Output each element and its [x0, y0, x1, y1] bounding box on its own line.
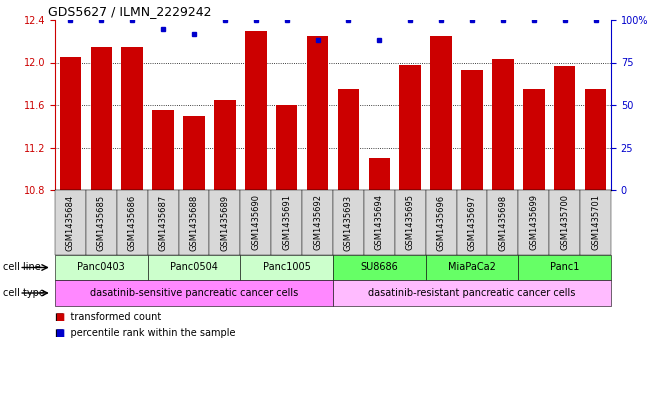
Text: GSM1435686: GSM1435686	[128, 195, 137, 251]
Text: GSM1435685: GSM1435685	[97, 195, 106, 251]
Bar	[338, 89, 359, 190]
Text: GSM1435698: GSM1435698	[499, 195, 507, 251]
Bar	[554, 66, 575, 190]
Bar	[307, 36, 328, 190]
Bar	[492, 59, 514, 190]
Text: Panc0504: Panc0504	[170, 263, 218, 272]
Bar	[245, 31, 267, 190]
Text: dasatinib-resistant pancreatic cancer cells: dasatinib-resistant pancreatic cancer ce…	[368, 288, 575, 298]
Text: ■: ■	[55, 328, 64, 338]
Text: GSM1435688: GSM1435688	[189, 195, 199, 251]
Text: dasatinib-sensitive pancreatic cancer cells: dasatinib-sensitive pancreatic cancer ce…	[90, 288, 298, 298]
Text: cell type: cell type	[3, 288, 45, 298]
Bar	[90, 46, 112, 190]
Text: GDS5627 / ILMN_2229242: GDS5627 / ILMN_2229242	[48, 5, 212, 18]
Text: cell line: cell line	[3, 263, 41, 272]
Bar	[368, 158, 390, 190]
Bar	[400, 64, 421, 190]
Text: ■  percentile rank within the sample: ■ percentile rank within the sample	[55, 328, 236, 338]
Bar	[152, 110, 174, 190]
Text: GSM1435701: GSM1435701	[591, 195, 600, 250]
Text: GSM1435696: GSM1435696	[437, 195, 446, 251]
Text: Panc1005: Panc1005	[263, 263, 311, 272]
Text: SU8686: SU8686	[361, 263, 398, 272]
Text: GSM1435697: GSM1435697	[467, 195, 477, 251]
Text: GSM1435689: GSM1435689	[221, 195, 229, 251]
Bar	[461, 70, 483, 190]
Bar	[121, 46, 143, 190]
Text: ■: ■	[55, 312, 64, 322]
Text: GSM1435691: GSM1435691	[282, 195, 291, 250]
Text: GSM1435690: GSM1435690	[251, 195, 260, 250]
Bar	[585, 89, 606, 190]
Text: GSM1435694: GSM1435694	[375, 195, 384, 250]
Text: Panc0403: Panc0403	[77, 263, 125, 272]
Text: GSM1435692: GSM1435692	[313, 195, 322, 250]
Text: GSM1435695: GSM1435695	[406, 195, 415, 250]
Text: GSM1435687: GSM1435687	[159, 195, 167, 251]
Bar	[276, 105, 298, 190]
Bar	[430, 36, 452, 190]
Text: GSM1435684: GSM1435684	[66, 195, 75, 251]
Bar	[214, 100, 236, 190]
Text: ■  transformed count: ■ transformed count	[55, 312, 161, 322]
Bar	[183, 116, 205, 190]
Bar	[60, 57, 81, 190]
Text: MiaPaCa2: MiaPaCa2	[448, 263, 496, 272]
Bar	[523, 89, 545, 190]
Text: GSM1435700: GSM1435700	[560, 195, 569, 250]
Text: Panc1: Panc1	[550, 263, 579, 272]
Text: GSM1435693: GSM1435693	[344, 195, 353, 251]
Text: GSM1435699: GSM1435699	[529, 195, 538, 250]
